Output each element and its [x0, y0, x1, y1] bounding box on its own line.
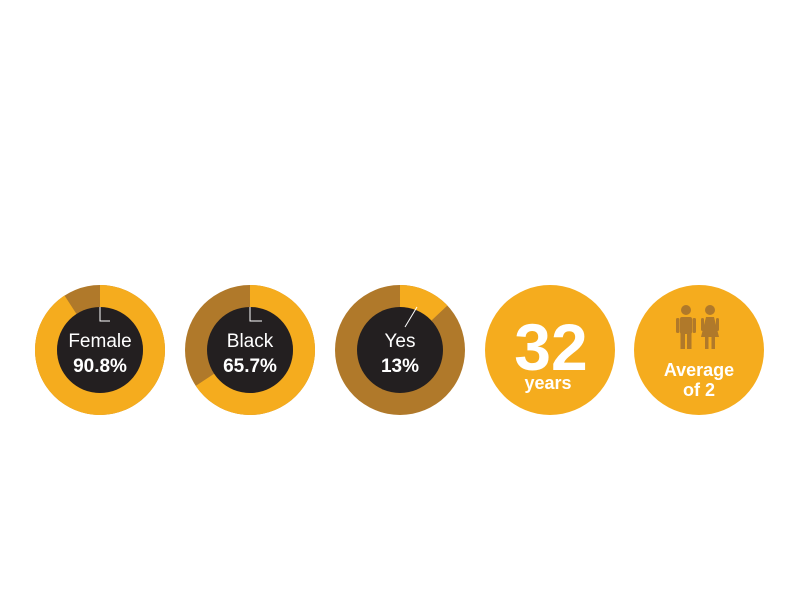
donut-female-center	[57, 307, 143, 393]
donut-yes-value: 13%	[381, 356, 419, 377]
donut-black: Black 65.7%	[185, 285, 315, 415]
donut-black-leader-line	[249, 307, 262, 322]
donut-female: Female 90.8%	[34, 285, 165, 416]
age-stat: 32 years	[485, 285, 615, 415]
children-stat: Average of 2	[634, 285, 764, 415]
donut-yes-leader-line	[404, 306, 418, 328]
donut-female-label: Female	[68, 331, 131, 352]
age-stat-unit: years	[524, 373, 571, 393]
donut-yes: Yes 13%	[335, 285, 465, 415]
children-stat-circle	[634, 285, 764, 415]
man-woman-icon	[676, 305, 719, 349]
donut-black-slice	[195, 285, 315, 415]
age-stat-value: 32	[514, 310, 587, 384]
donut-yes-label: Yes	[385, 331, 416, 352]
donut-black-center	[207, 307, 293, 393]
donut-female-slice	[34, 285, 165, 416]
donut-female-value: 90.8%	[73, 356, 127, 377]
donut-black-value: 65.7%	[223, 356, 277, 377]
children-stat-line2: of 2	[683, 380, 715, 400]
donut-female-leader-line	[99, 307, 110, 322]
donut-yes-center	[357, 307, 443, 393]
donut-yes-slice	[400, 285, 448, 321]
children-stat-line1: Average	[664, 360, 734, 380]
age-stat-circle	[485, 285, 615, 415]
donut-black-label: Black	[227, 331, 274, 352]
